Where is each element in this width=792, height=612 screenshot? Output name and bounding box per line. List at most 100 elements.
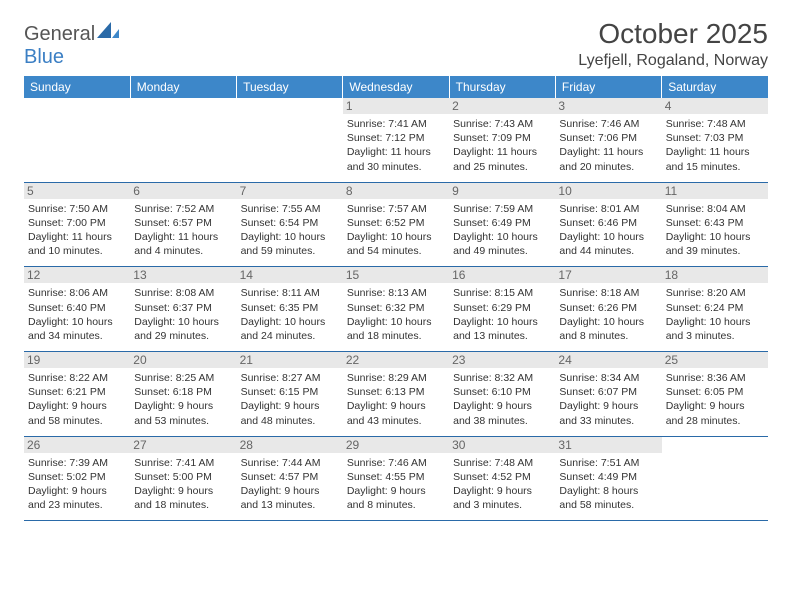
sunrise-line: Sunrise: 8:08 AM — [134, 286, 232, 300]
sunset-line: Sunset: 6:46 PM — [559, 216, 657, 230]
sunset-line: Sunset: 6:43 PM — [666, 216, 764, 230]
daylight-line: Daylight: 9 hours and 18 minutes. — [134, 484, 232, 512]
month-title: October 2025 — [578, 18, 768, 50]
day-data: Sunrise: 8:13 AMSunset: 6:32 PMDaylight:… — [347, 286, 445, 343]
daylight-line: Daylight: 9 hours and 13 minutes. — [241, 484, 339, 512]
sunrise-line: Sunrise: 8:01 AM — [559, 202, 657, 216]
calendar-cell: 29 Sunrise: 7:46 AMSunset: 4:55 PMDayligh… — [343, 436, 449, 521]
weekday-header: Wednesday — [343, 76, 449, 98]
calendar-row: 19 Sunrise: 8:22 AMSunset: 6:21 PMDayligh… — [24, 352, 768, 437]
day-data: Sunrise: 8:36 AMSunset: 6:05 PMDaylight:… — [666, 371, 764, 428]
day-data: Sunrise: 8:29 AMSunset: 6:13 PMDaylight:… — [347, 371, 445, 428]
day-number: 15 — [343, 267, 449, 283]
day-number: 1 — [343, 98, 449, 114]
sunset-line: Sunset: 5:02 PM — [28, 470, 126, 484]
day-data: Sunrise: 7:48 AMSunset: 4:52 PMDaylight:… — [453, 456, 551, 513]
day-number: 28 — [237, 437, 343, 453]
day-data: Sunrise: 7:44 AMSunset: 4:57 PMDaylight:… — [241, 456, 339, 513]
sunset-line: Sunset: 6:54 PM — [241, 216, 339, 230]
sunset-line: Sunset: 4:57 PM — [241, 470, 339, 484]
calendar-cell: 1Sunrise: 7:41 AMSunset: 7:12 PMDaylight… — [343, 98, 449, 182]
day-data: Sunrise: 7:55 AMSunset: 6:54 PMDaylight:… — [241, 202, 339, 259]
sunrise-line: Sunrise: 7:39 AM — [28, 456, 126, 470]
calendar-cell: 19 Sunrise: 8:22 AMSunset: 6:21 PMDayligh… — [24, 352, 130, 437]
day-data: Sunrise: 7:57 AMSunset: 6:52 PMDaylight:… — [347, 202, 445, 259]
sunrise-line: Sunrise: 7:55 AM — [241, 202, 339, 216]
calendar-row: 12Sunrise: 8:06 AMSunset: 6:40 PMDayligh… — [24, 267, 768, 352]
calendar-cell: 7 Sunrise: 7:55 AMSunset: 6:54 PMDaylight… — [237, 182, 343, 267]
sunrise-line: Sunrise: 8:34 AM — [559, 371, 657, 385]
sunrise-line: Sunrise: 7:41 AM — [134, 456, 232, 470]
calendar-cell: 30 Sunrise: 7:48 AMSunset: 4:52 PMDayligh… — [449, 436, 555, 521]
day-number: 18 — [662, 267, 768, 283]
daylight-line: Daylight: 10 hours and 18 minutes. — [347, 315, 445, 343]
daylight-line: Daylight: 9 hours and 43 minutes. — [347, 399, 445, 427]
sunrise-line: Sunrise: 7:46 AM — [559, 117, 657, 131]
calendar-cell: 3Sunrise: 7:46 AMSunset: 7:06 PMDaylight… — [555, 98, 661, 182]
sunrise-line: Sunrise: 7:52 AM — [134, 202, 232, 216]
day-number: 13 — [130, 267, 236, 283]
calendar-cell: 14Sunrise: 8:11 AMSunset: 6:35 PMDayligh… — [237, 267, 343, 352]
day-data: Sunrise: 7:48 AMSunset: 7:03 PMDaylight:… — [666, 117, 764, 174]
calendar-row: 1Sunrise: 7:41 AMSunset: 7:12 PMDaylight… — [24, 98, 768, 182]
daylight-line: Daylight: 9 hours and 3 minutes. — [453, 484, 551, 512]
sunset-line: Sunset: 7:06 PM — [559, 131, 657, 145]
day-data: Sunrise: 8:22 AMSunset: 6:21 PMDaylight:… — [28, 371, 126, 428]
day-data: Sunrise: 7:43 AMSunset: 7:09 PMDaylight:… — [453, 117, 551, 174]
day-number: 29 — [343, 437, 449, 453]
day-data: Sunrise: 7:51 AMSunset: 4:49 PMDaylight:… — [559, 456, 657, 513]
day-number: 5 — [24, 183, 130, 199]
day-number: 20 — [130, 352, 236, 368]
daylight-line: Daylight: 11 hours and 25 minutes. — [453, 145, 551, 173]
day-data: Sunrise: 8:34 AMSunset: 6:07 PMDaylight:… — [559, 371, 657, 428]
day-number: 31 — [555, 437, 661, 453]
day-number: 19 — [24, 352, 130, 368]
sunset-line: Sunset: 6:10 PM — [453, 385, 551, 399]
sunset-line: Sunset: 6:49 PM — [453, 216, 551, 230]
day-data: Sunrise: 7:46 AMSunset: 4:55 PMDaylight:… — [347, 456, 445, 513]
day-number: 7 — [237, 183, 343, 199]
calendar-cell: 13Sunrise: 8:08 AMSunset: 6:37 PMDayligh… — [130, 267, 236, 352]
daylight-line: Daylight: 9 hours and 53 minutes. — [134, 399, 232, 427]
calendar-cell — [24, 98, 130, 182]
calendar-cell: 16Sunrise: 8:15 AMSunset: 6:29 PMDayligh… — [449, 267, 555, 352]
calendar-cell: 26Sunrise: 7:39 AMSunset: 5:02 PMDayligh… — [24, 436, 130, 521]
day-number: 30 — [449, 437, 555, 453]
daylight-line: Daylight: 9 hours and 48 minutes. — [241, 399, 339, 427]
day-data: Sunrise: 8:18 AMSunset: 6:26 PMDaylight:… — [559, 286, 657, 343]
daylight-line: Daylight: 9 hours and 28 minutes. — [666, 399, 764, 427]
sunset-line: Sunset: 6:52 PM — [347, 216, 445, 230]
day-data: Sunrise: 8:01 AMSunset: 6:46 PMDaylight:… — [559, 202, 657, 259]
weekday-header: Thursday — [449, 76, 555, 98]
day-number: 12 — [24, 267, 130, 283]
daylight-line: Daylight: 8 hours and 58 minutes. — [559, 484, 657, 512]
calendar-cell: 21 Sunrise: 8:27 AMSunset: 6:15 PMDayligh… — [237, 352, 343, 437]
day-data: Sunrise: 7:59 AMSunset: 6:49 PMDaylight:… — [453, 202, 551, 259]
day-number: 25 — [662, 352, 768, 368]
day-number: 11 — [662, 183, 768, 199]
sunset-line: Sunset: 6:18 PM — [134, 385, 232, 399]
daylight-line: Daylight: 10 hours and 49 minutes. — [453, 230, 551, 258]
sunset-line: Sunset: 6:07 PM — [559, 385, 657, 399]
calendar-cell: 8Sunrise: 7:57 AMSunset: 6:52 PMDaylight… — [343, 182, 449, 267]
calendar-table: Sunday Monday Tuesday Wednesday Thursday… — [24, 76, 768, 521]
day-data: Sunrise: 8:27 AMSunset: 6:15 PMDaylight:… — [241, 371, 339, 428]
day-number: 21 — [237, 352, 343, 368]
weekday-header: Sunday — [24, 76, 130, 98]
daylight-line: Daylight: 10 hours and 24 minutes. — [241, 315, 339, 343]
daylight-line: Daylight: 11 hours and 30 minutes. — [347, 145, 445, 173]
sunset-line: Sunset: 6:37 PM — [134, 301, 232, 315]
daylight-line: Daylight: 11 hours and 10 minutes. — [28, 230, 126, 258]
sunrise-line: Sunrise: 8:22 AM — [28, 371, 126, 385]
day-number: 22 — [343, 352, 449, 368]
calendar-cell: 11 Sunrise: 8:04 AMSunset: 6:43 PMDayligh… — [662, 182, 768, 267]
day-data: Sunrise: 8:04 AMSunset: 6:43 PMDaylight:… — [666, 202, 764, 259]
daylight-line: Daylight: 11 hours and 4 minutes. — [134, 230, 232, 258]
sunset-line: Sunset: 7:03 PM — [666, 131, 764, 145]
calendar-cell: 25 Sunrise: 8:36 AMSunset: 6:05 PMDayligh… — [662, 352, 768, 437]
day-data: Sunrise: 7:46 AMSunset: 7:06 PMDaylight:… — [559, 117, 657, 174]
calendar-head: Sunday Monday Tuesday Wednesday Thursday… — [24, 76, 768, 98]
header: General Blue October 2025 Lyefjell, Roga… — [24, 18, 768, 70]
brand-text: General Blue — [24, 22, 119, 69]
weekday-header: Saturday — [662, 76, 768, 98]
